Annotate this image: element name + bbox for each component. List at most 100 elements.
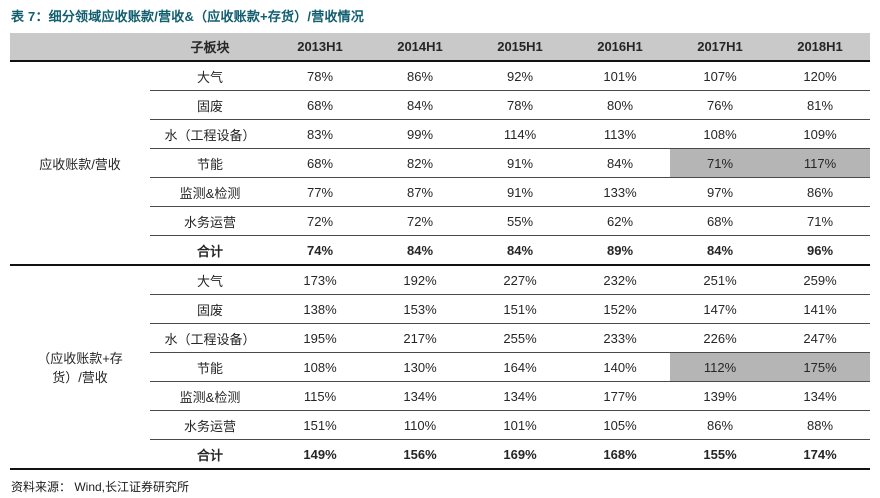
cell-value: 195%	[303, 330, 337, 346]
row-label: 合计	[196, 243, 223, 259]
cell-value: 169%	[503, 446, 537, 462]
cell-value: 247%	[803, 330, 837, 346]
table-row: 水（工程设备） 83% 99% 114% 113% 108% 109%	[150, 119, 870, 148]
header-period: 2013H1	[297, 39, 343, 54]
cell-value: 113%	[603, 126, 637, 142]
row-label: 大气	[196, 273, 223, 289]
cell-value: 84%	[406, 97, 434, 113]
cell-value: 84%	[606, 155, 634, 171]
row-label: 节能	[196, 360, 223, 376]
cell-value: 156%	[403, 446, 437, 462]
cell-value: 233%	[603, 330, 637, 346]
cell-value: 72%	[306, 213, 334, 229]
cell-value: 71%	[670, 149, 770, 177]
table-row: 合计 74% 84% 84% 89% 84% 96%	[150, 235, 870, 264]
cell-value: 99%	[406, 126, 434, 142]
row-label: 水（工程设备）	[164, 331, 256, 347]
table-row: 合计 149% 156% 169% 168% 155% 174%	[150, 439, 870, 468]
cell-value: 177%	[603, 388, 637, 404]
cell-value: 89%	[606, 242, 634, 258]
cell-value: 175%	[770, 353, 870, 381]
cell-value: 110%	[403, 417, 437, 433]
table-row: 大气 173% 192% 227% 232% 251% 259%	[150, 266, 870, 294]
cell-value: 134%	[403, 388, 437, 404]
cell-value: 120%	[803, 68, 837, 84]
cell-value: 112%	[670, 353, 770, 381]
source-note: 资料来源： Wind,长江证券研究所	[11, 480, 190, 494]
cell-value: 226%	[703, 330, 737, 346]
cell-value: 74%	[306, 242, 334, 258]
cell-value: 97%	[706, 184, 734, 200]
cell-value: 107%	[703, 68, 737, 84]
row-label: 大气	[196, 69, 223, 85]
cell-value: 62%	[606, 213, 634, 229]
table-group: （应收账款+存货）/营收 大气 173% 192% 227% 232% 251% 259% 固废…	[10, 266, 870, 470]
cell-value: 83%	[306, 126, 334, 142]
data-table: 子板块 2013H1 2014H1 2015H1 2016H1 2017H1 2…	[10, 33, 870, 470]
cell-value: 164%	[503, 359, 537, 375]
header-period: 2017H1	[697, 39, 743, 54]
table-row: 监测&检测 77% 87% 91% 133% 97% 86%	[150, 177, 870, 206]
cell-value: 255%	[503, 330, 537, 346]
cell-value: 147%	[703, 301, 737, 317]
row-label: 水务运营	[183, 418, 236, 434]
cell-value: 139%	[703, 388, 737, 404]
cell-value: 84%	[506, 242, 534, 258]
cell-value: 101%	[503, 417, 537, 433]
table-row: 水务运营 151% 110% 101% 105% 86% 88%	[150, 410, 870, 439]
cell-value: 192%	[403, 272, 437, 288]
table-group: 应收账款/营收 大气 78% 86% 92% 101% 107% 120% 固废 68% 84% 78…	[10, 62, 870, 266]
cell-value: 141%	[803, 301, 837, 317]
cell-value: 149%	[303, 446, 337, 462]
cell-value: 80%	[606, 97, 634, 113]
cell-value: 117%	[770, 149, 870, 177]
table-row: 水务运营 72% 72% 55% 62% 68% 71%	[150, 206, 870, 235]
cell-value: 114%	[503, 126, 537, 142]
cell-value: 82%	[406, 155, 434, 171]
row-label: 监测&检测	[179, 389, 241, 405]
cell-value: 84%	[406, 242, 434, 258]
header-period: 2015H1	[497, 39, 543, 54]
header-group-spacer	[10, 33, 150, 60]
cell-value: 227%	[503, 272, 537, 288]
cell-value: 77%	[306, 184, 334, 200]
cell-value: 109%	[803, 126, 837, 142]
cell-value: 68%	[706, 213, 734, 229]
group-label: （应收账款+存货）/营收	[37, 351, 123, 385]
cell-value: 105%	[603, 417, 637, 433]
cell-value: 140%	[603, 359, 637, 375]
table-row: 节能 108% 130% 164% 140% 112% 175%	[150, 352, 870, 381]
cell-value: 152%	[603, 301, 637, 317]
cell-value: 232%	[603, 272, 637, 288]
cell-value: 78%	[306, 68, 334, 84]
cell-value: 84%	[706, 242, 734, 258]
row-label: 固废	[196, 302, 223, 318]
cell-value: 108%	[703, 126, 737, 142]
cell-value: 259%	[803, 272, 837, 288]
cell-value: 151%	[503, 301, 537, 317]
cell-value: 108%	[303, 359, 337, 375]
cell-value: 87%	[406, 184, 434, 200]
table-body: 应收账款/营收 大气 78% 86% 92% 101% 107% 120% 固废 68% 84% 78…	[10, 62, 870, 470]
table-row: 大气 78% 86% 92% 101% 107% 120%	[150, 62, 870, 90]
cell-value: 91%	[506, 155, 534, 171]
cell-value: 174%	[803, 446, 837, 462]
cell-value: 96%	[806, 242, 834, 258]
table-title: 表 7：细分领域应收账款/营收&（应收账款+存货）/营收情况	[11, 9, 365, 24]
cell-value: 130%	[403, 359, 437, 375]
row-label: 合计	[196, 447, 223, 463]
table-row: 水（工程设备） 195% 217% 255% 233% 226% 247%	[150, 323, 870, 352]
cell-value: 133%	[603, 184, 637, 200]
cell-value: 151%	[303, 417, 337, 433]
cell-value: 134%	[803, 388, 837, 404]
cell-value: 72%	[406, 213, 434, 229]
cell-value: 86%	[406, 68, 434, 84]
cell-value: 153%	[403, 301, 437, 317]
cell-value: 68%	[306, 97, 334, 113]
cell-value: 134%	[503, 388, 537, 404]
row-label: 节能	[196, 156, 223, 172]
table-header-row: 子板块 2013H1 2014H1 2015H1 2016H1 2017H1 2…	[10, 33, 870, 62]
cell-value: 155%	[703, 446, 737, 462]
cell-value: 91%	[506, 184, 534, 200]
group-rows: 大气 173% 192% 227% 232% 251% 259% 固废 138% 153% 151%…	[150, 266, 870, 468]
